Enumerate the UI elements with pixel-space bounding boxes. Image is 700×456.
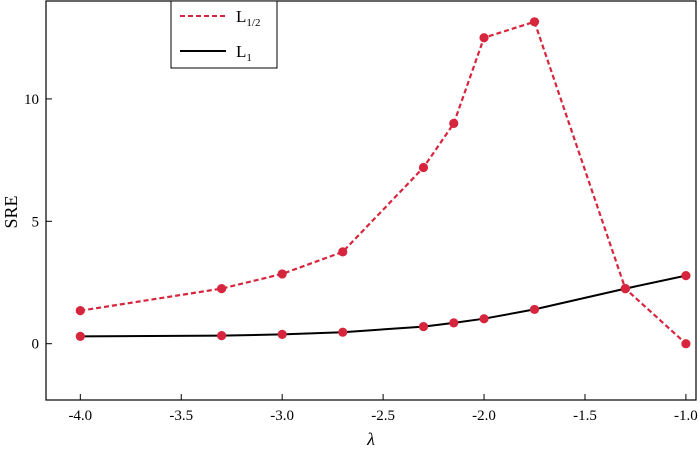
series-1-point [217,331,227,341]
legend-label-0: L1/2 [236,7,260,29]
series-1-point [418,321,429,332]
y-axis-title: SRE [1,195,21,228]
x-tick-label: -2.0 [472,408,496,424]
series-group [75,17,691,349]
series-1-point [338,327,348,337]
series-0-point [75,306,85,316]
series-0-point [217,284,227,294]
series-line-0 [80,20,687,345]
legend-label-main: L [236,42,246,61]
legend-label-1: L1 [236,42,252,64]
series-1-point [75,331,85,341]
series-1-point [529,304,540,315]
x-tick-label: -1.0 [674,408,698,424]
y-tick-label: 0 [32,337,40,353]
legend: L1/2L1 [170,0,278,69]
series-line-1 [80,274,687,338]
x-tick-label: -4.0 [68,408,92,424]
series-1-point [277,329,287,339]
series-0-point [449,118,459,128]
legend-label-subscript: 1/2 [246,17,260,29]
plot-frame [45,0,697,401]
x-axis-title: λ [366,429,375,449]
series-0-point [418,162,429,173]
y-tick-label: 10 [24,92,39,108]
series-1-point [449,318,459,328]
x-tick-label: -3.0 [270,408,294,424]
x-tick-label: -1.5 [573,408,597,424]
series-0-point [277,269,287,279]
x-tick-label: -3.5 [169,408,193,424]
legend-label-subscript: 1 [246,52,252,64]
series-0-point [479,33,489,43]
series-1-point [479,314,489,324]
axes-group: -4.0 -3.5 -3.0 -2.5 -2.0 -1.5 -1.0 0 5 10 [24,92,698,424]
series-0-point [681,339,691,349]
series-0-point [529,17,540,27]
legend-box [170,0,278,69]
series-0-point [338,247,348,257]
legend-label-main: L [236,7,246,26]
series-1-point [681,271,691,281]
series-0-point [620,284,630,294]
y-tick-label: 5 [32,214,40,230]
x-tick-label: -2.5 [371,408,395,424]
